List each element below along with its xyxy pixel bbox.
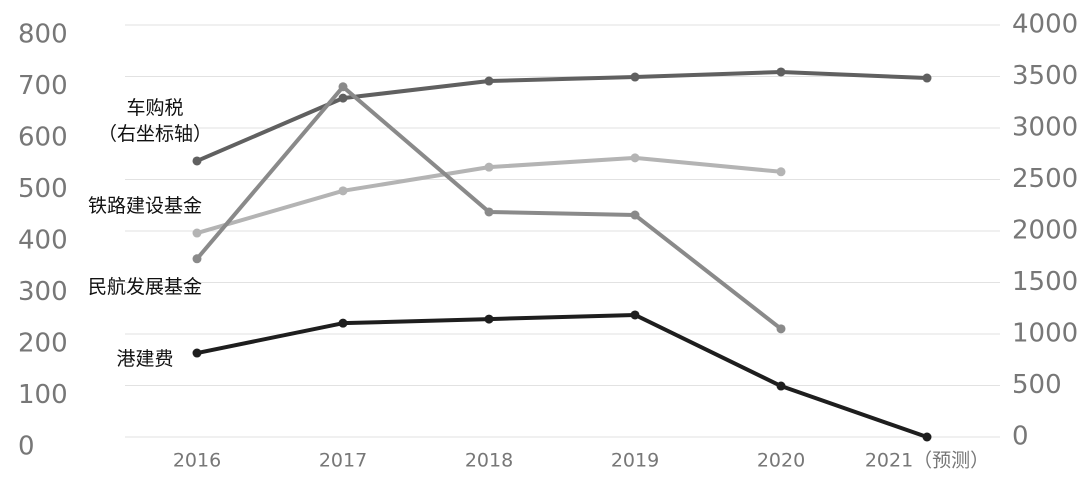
series-label: 车购税 （右坐标轴） [97, 97, 213, 145]
point [776, 324, 786, 334]
y-tick-label: 500 [18, 174, 68, 204]
point [630, 210, 640, 220]
x-tick-label: 2018 [465, 450, 513, 472]
point [776, 381, 786, 391]
y-tick-label: 100 [18, 380, 68, 410]
x-tick-label: 2016 [173, 450, 221, 472]
point [192, 156, 202, 166]
y2-tick-label: 2500 [1012, 164, 1078, 194]
point [630, 72, 640, 82]
point [922, 73, 932, 83]
y-tick-label: 600 [18, 123, 68, 153]
point [484, 207, 494, 217]
x-tick-label: 2020 [757, 450, 805, 472]
point [484, 162, 494, 172]
y-tick-label: 200 [18, 329, 68, 359]
point [630, 153, 640, 163]
y2-tick-label: 0 [1012, 422, 1029, 452]
point [192, 254, 202, 264]
series-label: 民航发展基金 [87, 276, 203, 298]
y2-tick-label: 1500 [1012, 267, 1078, 297]
point [192, 228, 202, 238]
point [338, 93, 348, 103]
point [484, 76, 494, 86]
y2-tick-label: 1000 [1012, 319, 1078, 349]
point [192, 348, 202, 358]
y2-tick-label: 3000 [1012, 113, 1078, 143]
y-tick-label: 0 [18, 432, 35, 462]
series-line [196, 312, 928, 439]
series-line [196, 69, 928, 163]
point [776, 167, 786, 177]
point [630, 310, 640, 320]
y-tick-label: 400 [18, 226, 68, 256]
point [338, 186, 348, 196]
point [484, 314, 494, 324]
y2-tick-label: 3500 [1012, 61, 1078, 91]
y2-tick-label: 4000 [1012, 10, 1078, 40]
series-label: 铁路建设基金 [87, 195, 203, 217]
point [338, 318, 348, 328]
x-tick-label: 2017 [319, 450, 367, 472]
point [922, 432, 932, 442]
x-tick-label: 2021（预测） [865, 450, 989, 472]
y2-tick-label: 2000 [1012, 216, 1078, 246]
y-tick-label: 700 [18, 71, 68, 101]
x-tick-label: 2019 [611, 450, 659, 472]
y-tick-label: 800 [18, 20, 68, 50]
series-label: 港建费 [116, 348, 174, 370]
point [338, 82, 348, 92]
point [776, 67, 786, 77]
y-tick-label: 300 [18, 277, 68, 307]
y2-tick-label: 500 [1012, 370, 1062, 400]
